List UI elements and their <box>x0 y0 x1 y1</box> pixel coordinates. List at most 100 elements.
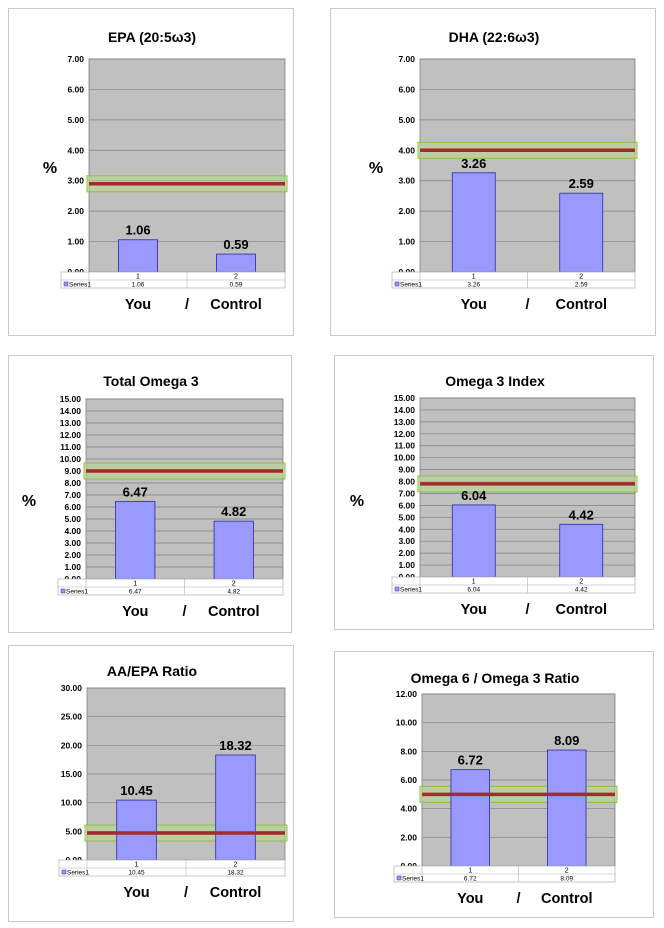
y-tick-label: 5.00 <box>398 512 415 522</box>
bar <box>559 192 604 273</box>
x-tick-label: 1 <box>472 579 476 586</box>
y-axis-label: % <box>43 160 57 177</box>
y-tick-label: 8.00 <box>400 746 417 756</box>
y-tick-label: 6.00 <box>398 84 415 94</box>
y-tick-label: 3.00 <box>67 176 84 186</box>
y-tick-label: 1.00 <box>398 560 415 570</box>
x-tick-label: 1 <box>136 274 140 281</box>
y-tick-label: 11.00 <box>60 442 81 452</box>
y-tick-label: 5.00 <box>67 115 84 125</box>
footer-you: You <box>125 297 151 313</box>
y-tick-label: 15.00 <box>61 769 83 779</box>
y-tick-label: 1.00 <box>64 562 81 572</box>
legend-label: Series1 <box>400 587 422 594</box>
legend-label: Series1 <box>400 282 422 289</box>
x-tick-label: 2 <box>234 862 238 869</box>
y-tick-label: 5.00 <box>65 826 82 836</box>
bar <box>115 500 156 580</box>
table-value: 3.26 <box>467 282 480 289</box>
bar <box>547 749 587 867</box>
y-tick-label: 7.00 <box>64 490 81 500</box>
x-tick-label: 2 <box>579 579 583 586</box>
chart-omega6-omega3-ratio: Omega 6 / Omega 3 Ratio0.002.004.006.008… <box>393 670 618 907</box>
y-tick-label: 9.00 <box>398 465 415 475</box>
footer-you: You <box>122 604 148 620</box>
y-tick-label: 15.00 <box>60 394 82 404</box>
y-tick-label: 6.00 <box>398 500 415 510</box>
y-tick-label: 10.00 <box>61 798 83 808</box>
x-tick-label: 2 <box>579 274 583 281</box>
y-tick-label: 7.00 <box>398 488 415 498</box>
y-tick-label: 8.00 <box>64 478 81 488</box>
footer-control: Control <box>541 891 593 907</box>
table-value: 6.04 <box>467 587 480 594</box>
x-tick-label: 2 <box>565 868 569 875</box>
bar <box>215 754 256 861</box>
x-tick-label: 1 <box>472 274 476 281</box>
legend-swatch <box>396 875 402 881</box>
y-tick-label: 4.00 <box>398 524 415 534</box>
table-value: 2.59 <box>575 282 588 289</box>
y-tick-label: 8.00 <box>398 477 415 487</box>
bar <box>559 523 604 578</box>
table-value: 1.06 <box>132 282 145 289</box>
legend-label: Series1 <box>69 282 91 289</box>
chart-epa: EPA (20:5ω3)0.001.002.003.004.005.006.00… <box>43 29 288 313</box>
y-tick-label: 4.00 <box>398 145 415 155</box>
bar <box>118 239 159 273</box>
chart-panel-omega-3-index: Omega 3 Index0.001.002.003.004.005.006.0… <box>334 355 654 630</box>
chart-panel-aa-epa-ratio: AA/EPA Ratio0.005.0010.0015.0020.0025.00… <box>8 645 294 922</box>
y-axis-label: % <box>350 493 364 510</box>
y-tick-label: 2.00 <box>400 832 417 842</box>
footer-separator: / <box>525 297 529 313</box>
table-value: 10.45 <box>128 870 145 877</box>
x-tick-label: 2 <box>232 581 236 588</box>
y-tick-label: 4.00 <box>400 804 417 814</box>
chart-total-omega-3: Total Omega 30.001.002.003.004.005.006.0… <box>22 373 286 620</box>
data-label: 18.32 <box>219 738 252 753</box>
table-value: 4.82 <box>227 589 240 596</box>
y-tick-label: 1.00 <box>67 237 84 247</box>
table-value: 6.72 <box>464 876 477 883</box>
chart-title: Omega 6 / Omega 3 Ratio <box>411 670 580 686</box>
y-tick-label: 9.00 <box>64 466 81 476</box>
footer-you: You <box>461 297 487 313</box>
y-tick-label: 2.00 <box>398 206 415 216</box>
y-tick-label: 15.00 <box>394 393 416 403</box>
y-tick-label: 5.00 <box>398 115 415 125</box>
chart-title: EPA (20:5ω3) <box>108 29 196 45</box>
footer-separator: / <box>525 602 529 618</box>
y-tick-label: 4.00 <box>67 145 84 155</box>
data-label: 4.42 <box>569 507 594 522</box>
y-tick-label: 1.00 <box>398 237 415 247</box>
table-value: 4.42 <box>575 587 588 594</box>
footer-you: You <box>461 602 487 618</box>
y-tick-label: 14.00 <box>394 405 416 415</box>
bar <box>451 172 496 273</box>
y-tick-label: 7.00 <box>398 54 415 64</box>
chart-title: DHA (22:6ω3) <box>449 29 540 45</box>
y-tick-label: 20.00 <box>61 740 83 750</box>
legend-swatch <box>63 281 69 287</box>
legend-swatch <box>60 588 66 594</box>
footer-you: You <box>123 885 149 901</box>
data-label: 8.09 <box>554 733 579 748</box>
data-label: 6.04 <box>461 488 487 503</box>
y-tick-label: 13.00 <box>394 417 416 427</box>
legend-swatch <box>61 869 67 875</box>
data-label: 6.47 <box>123 484 148 499</box>
data-label: 3.26 <box>461 156 486 171</box>
data-label: 2.59 <box>569 176 594 191</box>
chart-omega-3-index: Omega 3 Index0.001.002.003.004.005.006.0… <box>350 373 638 618</box>
footer-you: You <box>457 891 483 907</box>
x-tick-label: 1 <box>135 862 139 869</box>
x-tick-label: 2 <box>234 274 238 281</box>
y-tick-label: 25.00 <box>61 712 83 722</box>
footer-control: Control <box>210 885 262 901</box>
chart-title: AA/EPA Ratio <box>107 663 197 679</box>
y-tick-label: 7.00 <box>67 54 84 64</box>
bar <box>450 769 490 867</box>
y-tick-label: 2.00 <box>67 206 84 216</box>
chart-dha: DHA (22:6ω3)0.001.002.003.004.005.006.00… <box>369 29 638 313</box>
chart-title: Total Omega 3 <box>103 373 199 389</box>
